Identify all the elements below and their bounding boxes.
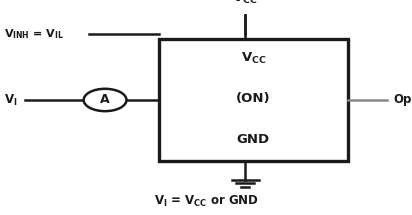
Text: A: A — [100, 94, 110, 106]
Text: GND: GND — [237, 133, 270, 146]
Text: V$_{\mathregular{I}}$: V$_{\mathregular{I}}$ — [4, 92, 18, 108]
Text: Open: Open — [393, 94, 412, 106]
Text: V$_{\mathregular{I}}$ = V$_{\mathregular{CC}}$ or GND: V$_{\mathregular{I}}$ = V$_{\mathregular… — [154, 194, 258, 209]
Bar — [159, 39, 348, 161]
Text: V$_{\mathregular{CC}}$: V$_{\mathregular{CC}}$ — [241, 51, 266, 66]
Text: V$_{\mathregular{INH}}$ = V$_{\mathregular{IL}}$: V$_{\mathregular{INH}}$ = V$_{\mathregul… — [4, 28, 64, 41]
Text: V$_{\mathregular{CC}}$: V$_{\mathregular{CC}}$ — [232, 0, 258, 6]
Circle shape — [84, 89, 126, 111]
Text: (ON): (ON) — [236, 92, 271, 105]
